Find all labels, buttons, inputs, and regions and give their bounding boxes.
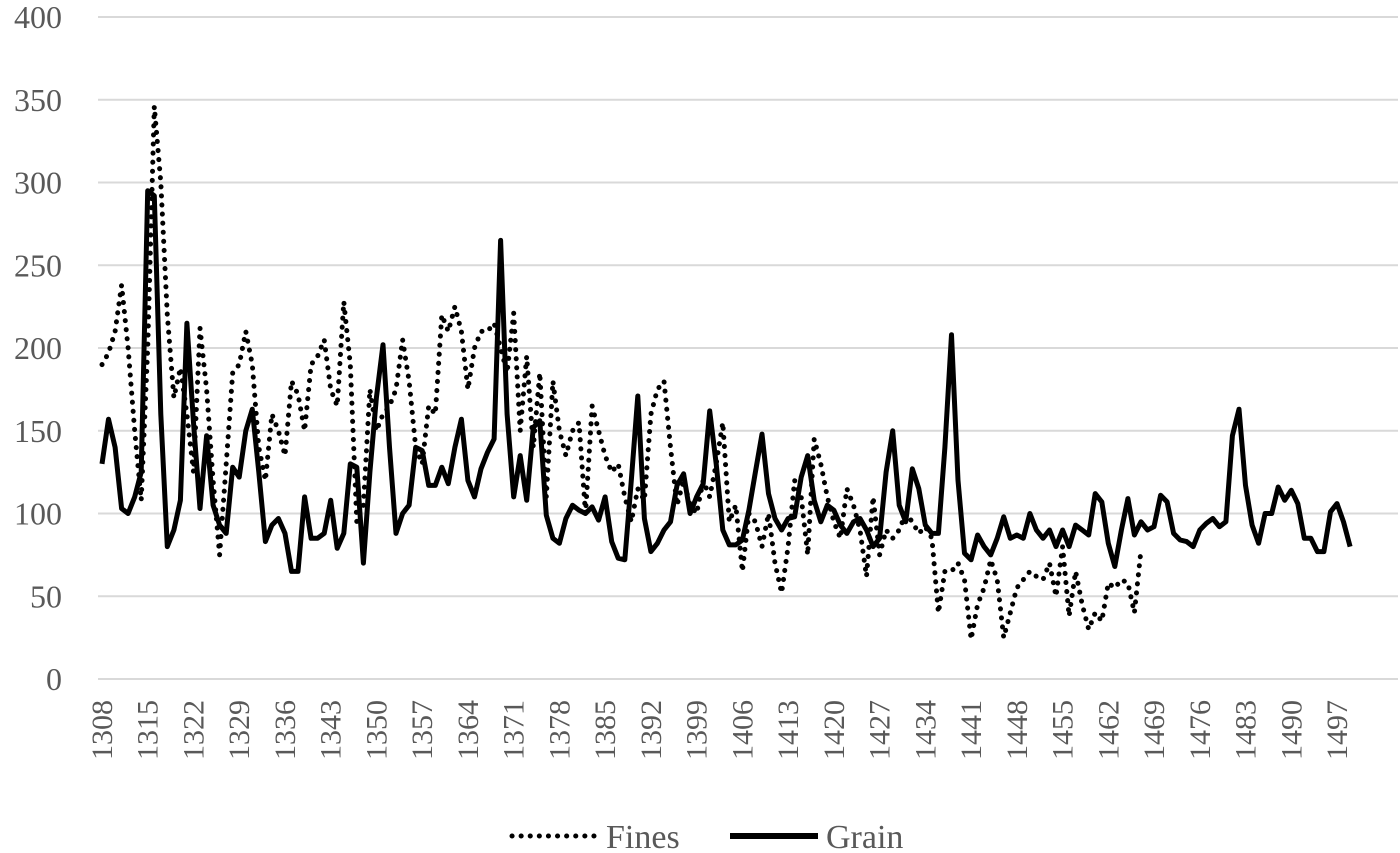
y-tick-label: 200: [14, 330, 62, 366]
x-tick-label: 1392: [635, 700, 668, 760]
series-lines: [99, 106, 1353, 640]
x-tick-label: 1427: [864, 700, 897, 760]
x-tick-label: 1434: [909, 700, 942, 760]
y-tick-label: 350: [14, 82, 62, 118]
x-tick-label: 1455: [1047, 700, 1080, 760]
x-tick-label: 1322: [177, 700, 210, 760]
y-tick-label: 50: [30, 578, 62, 614]
x-tick-label: 1364: [452, 700, 485, 760]
x-tick-label: 1483: [1230, 700, 1263, 760]
x-tick-label: 1385: [589, 700, 622, 760]
y-tick-label: 0: [46, 661, 62, 697]
y-axis-ticks: 0 50 100 150 200 250 300 350 400: [14, 0, 62, 697]
x-tick-label: 1357: [406, 700, 439, 760]
gridlines: [98, 16, 1398, 680]
x-tick-label: 1329: [223, 700, 256, 760]
x-tick-label: 1350: [360, 700, 393, 760]
x-tick-label: 1462: [1092, 700, 1125, 760]
x-tick-label: 1315: [132, 700, 165, 760]
x-tick-label: 1336: [269, 700, 302, 760]
y-tick-label: 100: [14, 496, 62, 532]
x-tick-label: 1497: [1321, 700, 1354, 760]
x-tick-label: 1399: [681, 700, 714, 760]
x-tick-label: 1378: [543, 700, 576, 760]
legend: Fines Grain: [509, 819, 903, 853]
y-tick-label: 300: [14, 165, 62, 201]
x-tick-label: 1308: [86, 700, 119, 760]
legend-label-grain: Grain: [826, 819, 903, 853]
x-tick-label: 1448: [1001, 700, 1034, 760]
series-line-grain: [99, 188, 1353, 574]
x-tick-label: 1490: [1275, 700, 1308, 760]
x-tick-label: 1343: [315, 700, 348, 760]
y-tick-label: 250: [14, 247, 62, 283]
series-line-fines: [99, 106, 1144, 640]
y-tick-label: 150: [14, 413, 62, 449]
x-tick-label: 1476: [1184, 700, 1217, 760]
x-tick-label: 1371: [498, 700, 531, 760]
x-tick-label: 1413: [772, 700, 805, 760]
y-tick-label: 400: [14, 0, 62, 35]
legend-label-fines: Fines: [606, 819, 680, 853]
x-axis-ticks: 1308 1315 1322 1329 1336 1343 1350 1357 1364 1371…: [86, 700, 1354, 760]
x-tick-label: 1420: [818, 700, 851, 760]
x-tick-label: 1441: [955, 700, 988, 760]
x-tick-label: 1406: [726, 700, 759, 760]
x-tick-label: 1469: [1138, 700, 1171, 760]
